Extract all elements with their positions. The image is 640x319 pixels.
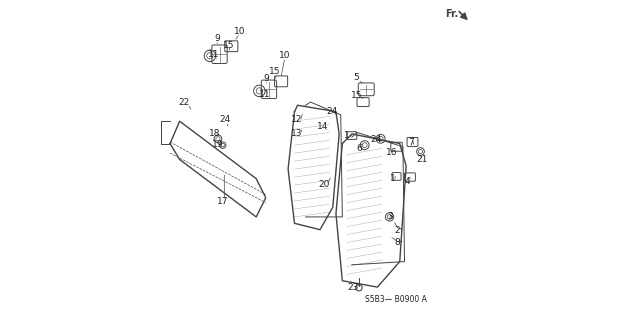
Text: 12: 12: [291, 115, 303, 124]
Text: 8: 8: [394, 238, 400, 247]
Text: 13: 13: [291, 129, 303, 138]
Text: 22: 22: [179, 98, 190, 107]
Text: 2: 2: [394, 226, 400, 235]
Text: 9: 9: [263, 74, 269, 83]
Text: Fr.: Fr.: [445, 9, 459, 19]
Text: 21: 21: [417, 155, 428, 164]
Text: 15: 15: [351, 91, 362, 100]
Text: 19: 19: [212, 140, 223, 149]
Text: 5: 5: [353, 73, 358, 82]
Text: 24: 24: [326, 107, 338, 115]
Text: 11: 11: [259, 90, 271, 99]
Text: 15: 15: [269, 67, 280, 76]
Text: 11: 11: [209, 50, 220, 59]
Text: 14: 14: [317, 122, 328, 130]
Text: 9: 9: [214, 34, 220, 43]
Text: 3: 3: [387, 212, 393, 221]
Text: 24: 24: [370, 135, 381, 144]
Text: 18: 18: [209, 129, 220, 138]
Text: 23: 23: [348, 283, 359, 292]
Text: 20: 20: [319, 180, 330, 189]
Text: 6: 6: [356, 144, 362, 153]
Text: 7: 7: [408, 138, 414, 147]
Text: 4: 4: [405, 177, 410, 186]
Text: 10: 10: [279, 51, 291, 60]
Text: 17: 17: [217, 197, 228, 206]
Text: 1: 1: [344, 131, 350, 140]
Text: 15: 15: [223, 41, 235, 50]
Text: 16: 16: [386, 148, 397, 157]
Text: 1: 1: [390, 174, 396, 182]
Text: 24: 24: [220, 115, 230, 124]
Text: S5B3— B0900 A: S5B3— B0900 A: [365, 295, 427, 304]
Text: 10: 10: [234, 27, 245, 36]
